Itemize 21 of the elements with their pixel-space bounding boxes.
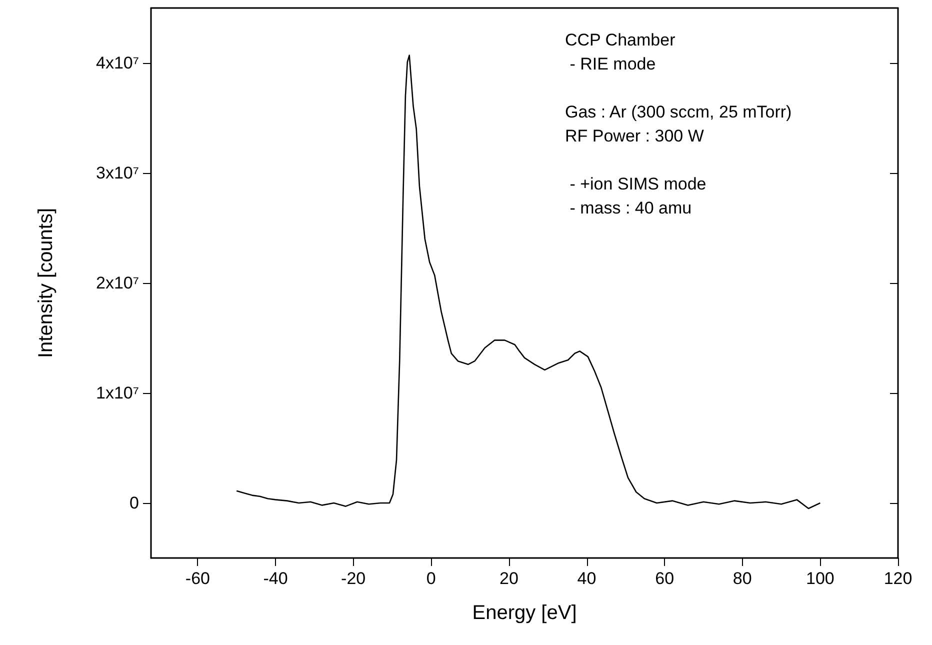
line-series — [236, 54, 821, 510]
x-tick-label: 40 — [577, 569, 596, 588]
x-tick-label: -40 — [263, 569, 288, 588]
annotation: - +ion SIMS mode - mass : 40 amu — [565, 174, 706, 218]
x-tick-label: 100 — [806, 569, 834, 588]
x-tick-label: 60 — [655, 569, 674, 588]
annotation: Gas : Ar (300 sccm, 25 mTorr) RF Power : 300 W — [565, 102, 792, 146]
x-tick-label: 20 — [499, 569, 518, 588]
x-tick-label: 0 — [426, 569, 436, 588]
annotation: CCP Chamber - RIE mode — [565, 30, 676, 74]
y-tick-label: 2x10⁷ — [96, 274, 139, 292]
x-tick-label: 120 — [884, 569, 912, 588]
x-tick-label: -20 — [341, 569, 366, 588]
y-tick-label: 3x10⁷ — [96, 164, 139, 182]
y-axis-title: Intensity [counts] — [35, 208, 57, 358]
x-tick-label: -60 — [185, 569, 210, 588]
y-tick-label: 0 — [130, 494, 139, 512]
y-tick-label: 4x10⁷ — [96, 54, 139, 72]
x-tick-label: 80 — [732, 569, 752, 588]
x-axis-title: Energy [eV] — [472, 602, 577, 624]
y-tick-label: 1x10⁷ — [96, 384, 139, 402]
